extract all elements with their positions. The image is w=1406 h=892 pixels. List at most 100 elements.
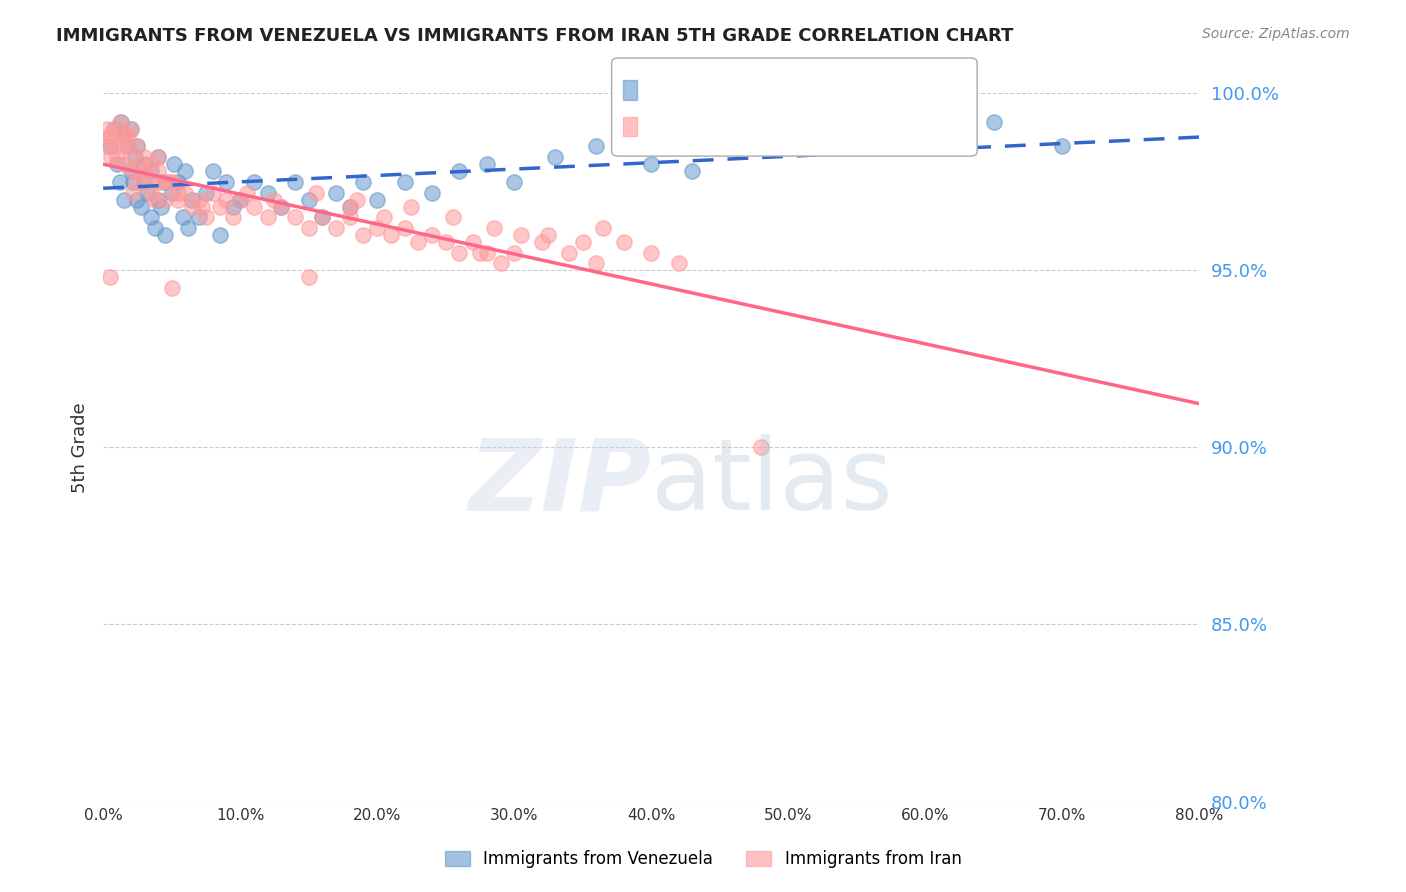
Point — [136, 186, 159, 200]
Point — [420, 227, 443, 242]
Point — [122, 186, 145, 200]
Point — [174, 164, 197, 178]
Point — [149, 200, 172, 214]
Point — [681, 164, 703, 178]
Point — [408, 235, 430, 249]
Point — [243, 175, 266, 189]
Point — [441, 211, 464, 225]
Point — [110, 114, 132, 128]
Point — [1052, 139, 1074, 153]
Point — [124, 150, 146, 164]
Point — [366, 193, 388, 207]
Point — [640, 245, 662, 260]
Point — [143, 193, 166, 207]
Point — [153, 175, 176, 189]
Point — [103, 121, 125, 136]
Point — [449, 164, 471, 178]
Point — [108, 114, 131, 128]
Point — [325, 221, 347, 235]
Point — [194, 186, 217, 200]
Point — [134, 175, 156, 189]
Point — [449, 245, 471, 260]
Point — [134, 175, 156, 189]
Point — [571, 235, 593, 249]
Point — [339, 211, 361, 225]
Point — [177, 221, 200, 235]
Point — [530, 235, 553, 249]
Point — [298, 270, 321, 285]
Point — [122, 175, 145, 189]
Point — [640, 157, 662, 171]
Text: 0.303: 0.303 — [696, 78, 755, 96]
Point — [339, 200, 361, 214]
Point — [983, 114, 1005, 128]
Point — [346, 193, 368, 207]
Point — [585, 139, 607, 153]
Point — [181, 193, 204, 207]
Point — [215, 175, 238, 189]
Point — [120, 164, 142, 178]
Point — [143, 221, 166, 235]
Point — [366, 221, 388, 235]
Point — [157, 175, 180, 189]
Point — [139, 186, 162, 200]
Point — [420, 186, 443, 200]
Point — [167, 186, 190, 200]
Point — [229, 193, 252, 207]
Point — [105, 121, 128, 136]
Point — [120, 150, 142, 164]
Point — [167, 175, 190, 189]
Point — [117, 128, 139, 143]
Point — [131, 200, 153, 214]
Point — [201, 164, 224, 178]
Point — [139, 211, 162, 225]
Point — [394, 175, 416, 189]
Point — [325, 186, 347, 200]
Point — [256, 211, 278, 225]
Text: -0.398: -0.398 — [696, 114, 755, 132]
Y-axis label: 5th Grade: 5th Grade — [72, 402, 89, 492]
Point — [105, 150, 128, 164]
Text: N = 86: N = 86 — [801, 114, 863, 132]
Point — [96, 121, 118, 136]
Point — [284, 175, 307, 189]
Point — [284, 211, 307, 225]
Point — [668, 256, 690, 270]
Point — [174, 186, 197, 200]
Point — [222, 200, 245, 214]
Point — [243, 200, 266, 214]
Point — [194, 211, 217, 225]
Point — [127, 139, 149, 153]
Point — [112, 128, 135, 143]
Point — [127, 175, 149, 189]
Point — [298, 221, 321, 235]
Point — [353, 175, 375, 189]
Point — [131, 157, 153, 171]
Point — [146, 150, 169, 164]
Point — [735, 139, 758, 153]
Point — [153, 227, 176, 242]
Point — [98, 139, 121, 153]
Point — [94, 139, 117, 153]
Point — [112, 128, 135, 143]
Point — [127, 139, 149, 153]
Point — [181, 200, 204, 214]
Point — [122, 164, 145, 178]
Point — [120, 121, 142, 136]
Text: N = 65: N = 65 — [801, 78, 863, 96]
Point — [146, 150, 169, 164]
Point — [160, 175, 183, 189]
Point — [188, 211, 211, 225]
Point — [108, 139, 131, 153]
Point — [263, 193, 285, 207]
Point — [167, 193, 190, 207]
Point — [482, 221, 505, 235]
Point — [117, 139, 139, 153]
Point — [149, 175, 172, 189]
Point — [105, 157, 128, 171]
Point — [112, 157, 135, 171]
Point — [108, 175, 131, 189]
Point — [270, 200, 292, 214]
Point — [139, 164, 162, 178]
Point — [208, 227, 231, 242]
